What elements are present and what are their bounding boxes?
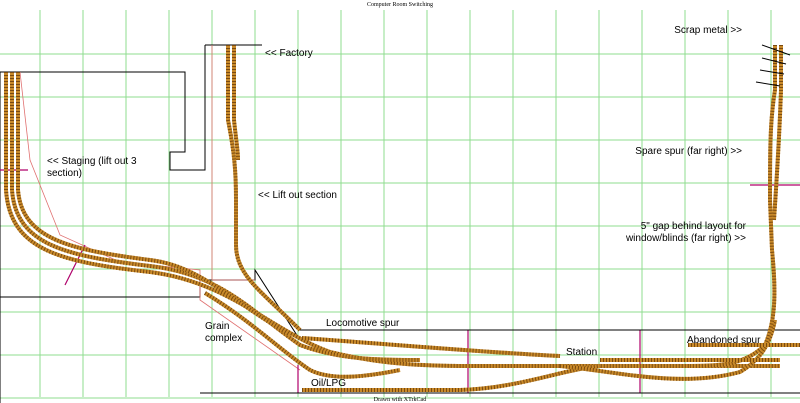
tracks bbox=[4, 45, 800, 392]
track bbox=[203, 291, 401, 379]
track-ties bbox=[10, 72, 421, 362]
footer: Drawn with XTrkCad bbox=[374, 397, 426, 403]
grid bbox=[0, 10, 800, 399]
track-ties bbox=[232, 45, 240, 161]
track bbox=[16, 72, 292, 337]
label: Station bbox=[566, 347, 597, 358]
label: << Lift out section bbox=[258, 190, 337, 201]
track-ties bbox=[226, 45, 302, 332]
label: Locomotive spur bbox=[326, 318, 400, 329]
label: Scrap metal >> bbox=[674, 25, 742, 36]
track-ties bbox=[772, 45, 783, 221]
title: Computer Room Switching bbox=[367, 2, 433, 8]
label: Oil/LPG bbox=[311, 378, 346, 389]
label: << Factory bbox=[265, 48, 313, 59]
track-ties bbox=[689, 45, 777, 368]
label: Abandoned spur bbox=[687, 335, 761, 346]
label: Grain complex bbox=[205, 321, 242, 344]
scrap-bumpers bbox=[755, 44, 791, 87]
joint bbox=[64, 244, 86, 286]
track-ties bbox=[301, 336, 561, 358]
section-line bbox=[211, 45, 255, 281]
label: 5" gap behind layout for window/blinds (f… bbox=[625, 221, 747, 244]
label: Spare spur (far right) >> bbox=[635, 146, 742, 157]
label: << Staging (lift out 3 section) bbox=[47, 156, 137, 179]
bench-outline bbox=[0, 45, 206, 171]
